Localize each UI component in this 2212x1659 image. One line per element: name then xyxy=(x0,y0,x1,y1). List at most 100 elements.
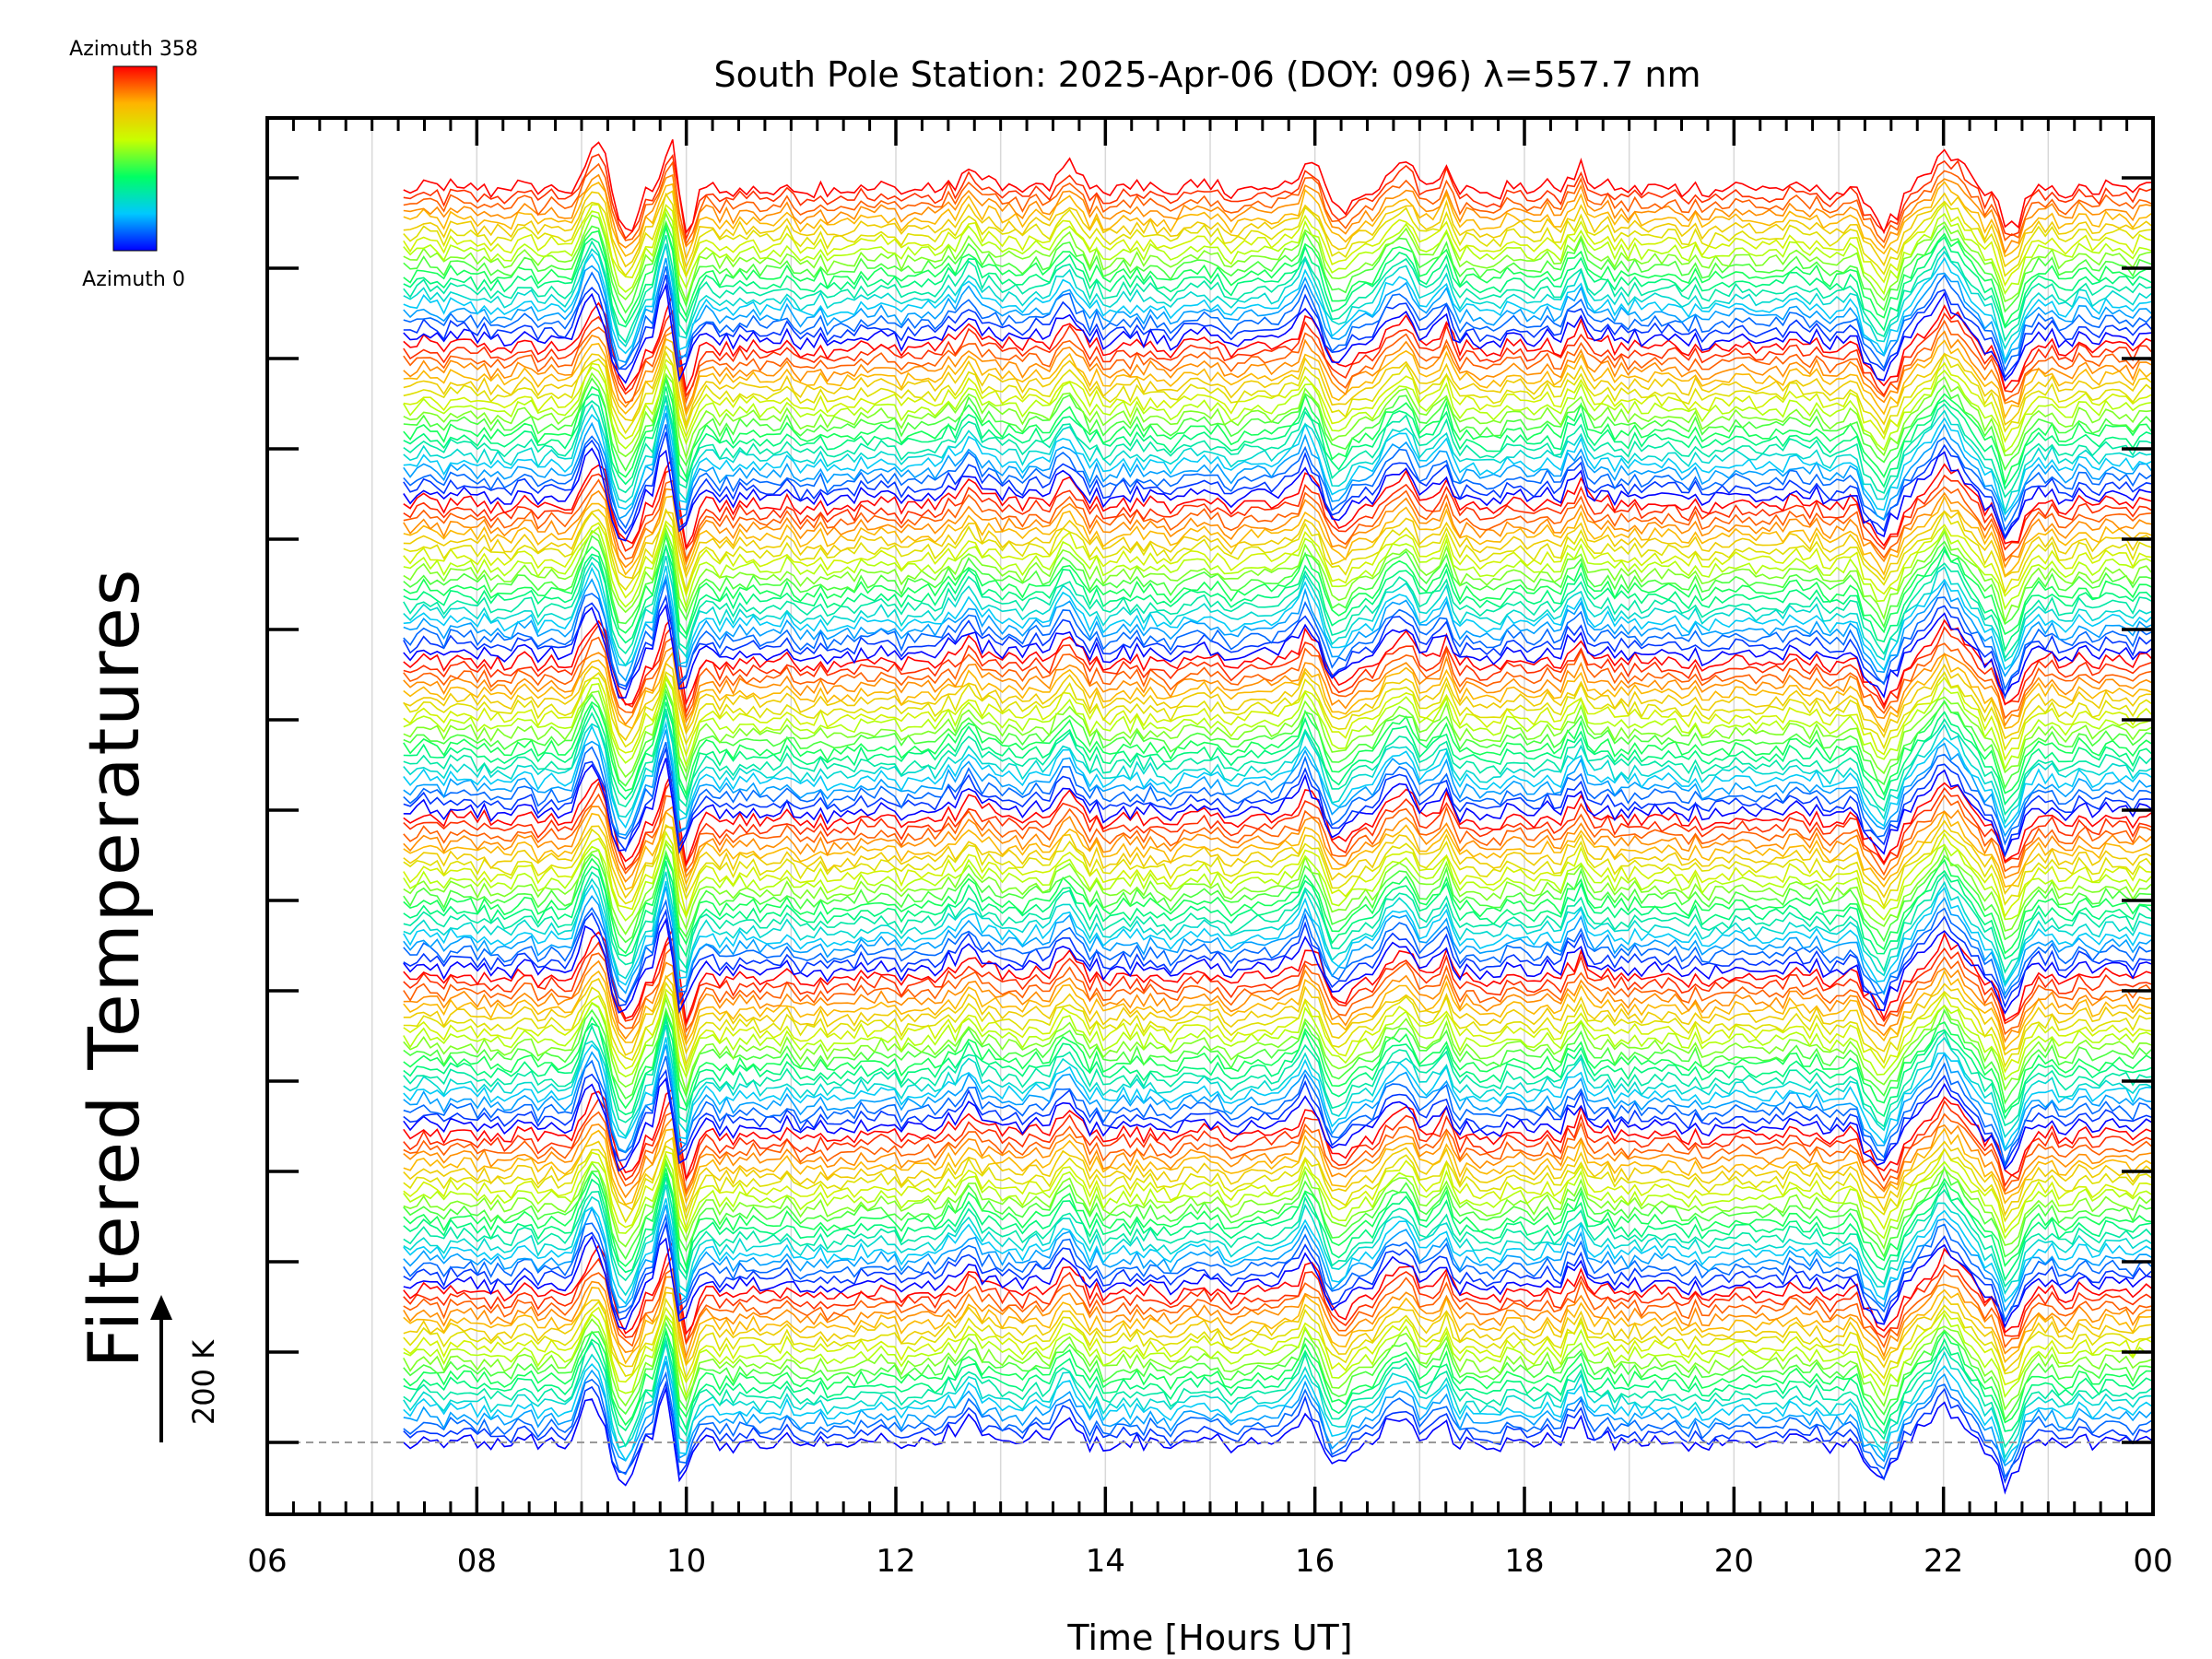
series-line-47 xyxy=(403,1014,2154,1121)
series-line-150 xyxy=(403,211,2154,303)
series-line-50 xyxy=(403,996,2154,1095)
series-line-106 xyxy=(403,546,2154,660)
series-line-125 xyxy=(403,398,2154,514)
series-line-154 xyxy=(403,190,2154,270)
series-line-152 xyxy=(403,202,2154,288)
series-line-26 xyxy=(403,1176,2154,1288)
series-line-60 xyxy=(403,917,2154,1015)
series-line-151 xyxy=(403,207,2154,296)
series-line-123 xyxy=(403,412,2154,523)
series-line-153 xyxy=(403,192,2154,278)
series-line-88 xyxy=(403,693,2154,796)
series-line-93 xyxy=(403,671,2154,751)
series-line-61 xyxy=(403,908,2154,1009)
series-line-156 xyxy=(403,173,2154,255)
series-line-77 xyxy=(403,793,2154,877)
series-line-44 xyxy=(403,1037,2154,1151)
series-line-79 xyxy=(403,768,2154,867)
series-line-99 xyxy=(403,615,2154,707)
series-line-83 xyxy=(403,729,2154,838)
series-line-144 xyxy=(403,244,2154,363)
series-line-95 xyxy=(403,651,2154,734)
x-tick-label-20: 20 xyxy=(1714,1543,1754,1580)
x-tick-label-16: 16 xyxy=(1295,1543,1335,1580)
x-tick-label-12: 12 xyxy=(876,1543,915,1580)
series-line-98 xyxy=(403,623,2154,715)
series-line-91 xyxy=(403,677,2154,771)
series-line-118 xyxy=(403,467,2154,552)
series-line-69 xyxy=(403,849,2154,944)
series-line-4 xyxy=(403,1355,2154,1465)
series-line-11 xyxy=(403,1312,2154,1399)
series-line-126 xyxy=(403,394,2154,499)
series-line-17 xyxy=(403,1267,2154,1349)
series-line-97 xyxy=(403,636,2154,720)
series-line-127 xyxy=(403,386,2154,491)
y-ticks xyxy=(267,176,2153,1444)
series-line-48 xyxy=(403,1010,2154,1114)
series-line-3 xyxy=(403,1360,2154,1467)
scale-bar-label: 200 K xyxy=(186,1339,221,1425)
series-line-6 xyxy=(403,1335,2154,1449)
series-line-159 xyxy=(403,139,2154,235)
series-line-25 xyxy=(403,1184,2154,1297)
series-line-27 xyxy=(403,1172,2154,1282)
series-line-109 xyxy=(403,531,2154,629)
x-tick-label-00: 00 xyxy=(2133,1543,2172,1580)
x-tick-label-06: 06 xyxy=(247,1543,287,1580)
series-line-40 xyxy=(403,1077,2154,1172)
x-tick-label-22: 22 xyxy=(1924,1543,1963,1580)
series-line-103 xyxy=(403,573,2154,682)
series-line-148 xyxy=(403,222,2153,328)
x-tick-label-08: 08 xyxy=(457,1543,497,1580)
colorbar-gradient xyxy=(112,65,158,252)
series-line-32 xyxy=(403,1147,2154,1234)
series-line-66 xyxy=(403,861,2154,974)
series-line-13 xyxy=(403,1297,2154,1381)
series-line-100 xyxy=(403,603,2154,699)
series-line-14 xyxy=(403,1291,2154,1373)
series-line-68 xyxy=(403,853,2154,955)
series-line-136 xyxy=(403,330,2154,414)
x-tick-label-14: 14 xyxy=(1086,1543,1125,1580)
series-line-41 xyxy=(403,1068,2154,1169)
series-line-0 xyxy=(403,1385,2154,1495)
series-line-1 xyxy=(403,1380,2154,1485)
series-line-117 xyxy=(403,478,2154,562)
series-line-75 xyxy=(403,809,2154,891)
series-line-12 xyxy=(403,1306,2154,1387)
series-line-24 xyxy=(403,1198,2154,1305)
series-line-9 xyxy=(403,1321,2154,1422)
x-tick-label-10: 10 xyxy=(666,1543,706,1580)
series-line-111 xyxy=(403,523,2154,611)
series-line-46 xyxy=(403,1019,2154,1128)
series-line-124 xyxy=(403,405,2154,516)
series-line-72 xyxy=(403,830,2154,919)
series-line-67 xyxy=(403,860,2154,960)
series-line-37 xyxy=(403,1111,2154,1194)
series-line-22 xyxy=(403,1213,2154,1323)
series-line-105 xyxy=(403,556,2154,667)
series-line-155 xyxy=(403,181,2154,262)
series-line-112 xyxy=(403,520,2154,599)
series-line-84 xyxy=(403,720,2154,830)
series-line-114 xyxy=(403,509,2154,582)
series-line-74 xyxy=(403,819,2154,900)
series-line-36 xyxy=(403,1116,2154,1199)
series-line-133 xyxy=(403,350,2154,436)
series-line-29 xyxy=(403,1161,2154,1261)
series-line-90 xyxy=(403,682,2154,779)
colorbar-top-label: Azimuth 358 xyxy=(69,38,198,61)
series-line-70 xyxy=(403,841,2154,935)
series-line-128 xyxy=(403,376,2154,487)
series-line-49 xyxy=(403,1006,2154,1105)
series-line-42 xyxy=(403,1055,2154,1167)
series-line-142 xyxy=(403,265,2154,372)
series-line-85 xyxy=(403,712,2154,825)
series-line-149 xyxy=(403,219,2154,314)
series-line-102 xyxy=(403,579,2154,691)
series-line-94 xyxy=(403,662,2153,742)
series-line-82 xyxy=(403,741,2154,846)
series-line-138 xyxy=(403,309,2154,398)
